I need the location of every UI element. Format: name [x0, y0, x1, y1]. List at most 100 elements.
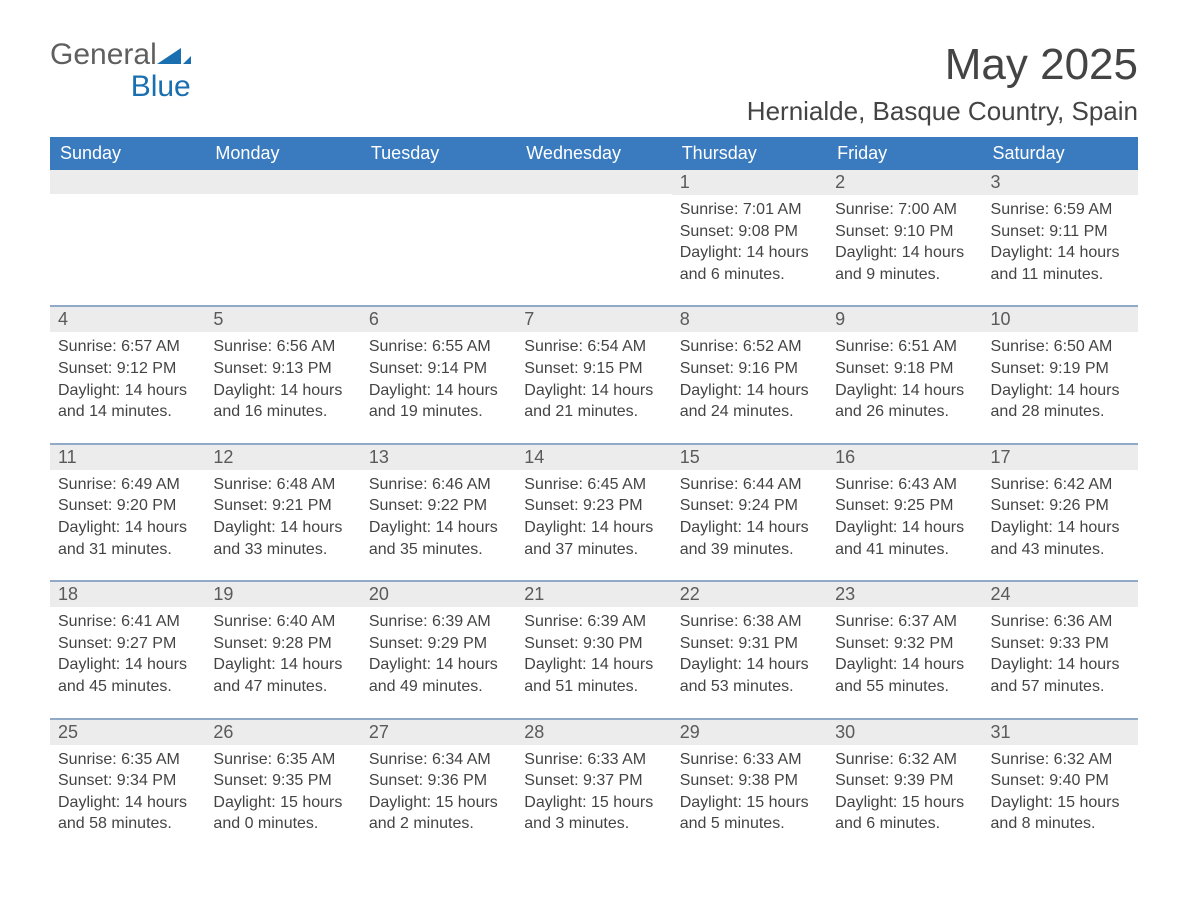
date-number: 31 [983, 720, 1138, 745]
daylight-text: Daylight: 14 hours and 35 minutes. [369, 517, 508, 560]
sunrise-text: Sunrise: 6:46 AM [369, 474, 508, 496]
calendar-day-cell: 27Sunrise: 6:34 AMSunset: 9:36 PMDayligh… [361, 719, 516, 855]
daylight-text: Daylight: 14 hours and 16 minutes. [213, 380, 352, 423]
sunrise-text: Sunrise: 6:39 AM [524, 611, 663, 633]
calendar-day-cell: 1Sunrise: 7:01 AMSunset: 9:08 PMDaylight… [672, 170, 827, 306]
date-number: 19 [205, 582, 360, 607]
header-row: General Blue May 2025 Hernialde, Basque … [50, 40, 1138, 137]
logo-triangle-icon [157, 42, 191, 69]
sunrise-text: Sunrise: 6:42 AM [991, 474, 1130, 496]
calendar-day-cell [516, 170, 671, 306]
sunrise-text: Sunrise: 6:41 AM [58, 611, 197, 633]
day-details: Sunrise: 6:57 AMSunset: 9:12 PMDaylight:… [50, 332, 205, 442]
calendar-day-cell: 25Sunrise: 6:35 AMSunset: 9:34 PMDayligh… [50, 719, 205, 855]
weekday-header-row: SundayMondayTuesdayWednesdayThursdayFrid… [50, 137, 1138, 170]
calendar-day-cell: 17Sunrise: 6:42 AMSunset: 9:26 PMDayligh… [983, 444, 1138, 581]
date-number: 30 [827, 720, 982, 745]
month-title: May 2025 [747, 40, 1138, 90]
weekday-header: Friday [827, 137, 982, 170]
day-details: Sunrise: 6:38 AMSunset: 9:31 PMDaylight:… [672, 607, 827, 717]
sunrise-text: Sunrise: 6:48 AM [213, 474, 352, 496]
calendar-day-cell: 28Sunrise: 6:33 AMSunset: 9:37 PMDayligh… [516, 719, 671, 855]
sunset-text: Sunset: 9:18 PM [835, 358, 974, 380]
daylight-text: Daylight: 14 hours and 47 minutes. [213, 654, 352, 697]
calendar-day-cell: 8Sunrise: 6:52 AMSunset: 9:16 PMDaylight… [672, 306, 827, 443]
day-details: Sunrise: 6:33 AMSunset: 9:37 PMDaylight:… [516, 745, 671, 855]
logo-blue-text: Blue [131, 70, 191, 103]
sunset-text: Sunset: 9:19 PM [991, 358, 1130, 380]
sunrise-text: Sunrise: 6:39 AM [369, 611, 508, 633]
date-number: 6 [361, 307, 516, 332]
date-number: 14 [516, 445, 671, 470]
day-details: Sunrise: 6:56 AMSunset: 9:13 PMDaylight:… [205, 332, 360, 442]
date-number: 7 [516, 307, 671, 332]
date-number: 17 [983, 445, 1138, 470]
sunrise-text: Sunrise: 6:35 AM [58, 749, 197, 771]
sunset-text: Sunset: 9:30 PM [524, 633, 663, 655]
day-details: Sunrise: 6:39 AMSunset: 9:29 PMDaylight:… [361, 607, 516, 717]
sunset-text: Sunset: 9:22 PM [369, 495, 508, 517]
day-details: Sunrise: 6:32 AMSunset: 9:40 PMDaylight:… [983, 745, 1138, 855]
day-details: Sunrise: 6:37 AMSunset: 9:32 PMDaylight:… [827, 607, 982, 717]
day-details: Sunrise: 6:40 AMSunset: 9:28 PMDaylight:… [205, 607, 360, 717]
date-number: 13 [361, 445, 516, 470]
empty-date-strip [516, 170, 671, 194]
calendar-day-cell [50, 170, 205, 306]
sunset-text: Sunset: 9:39 PM [835, 770, 974, 792]
daylight-text: Daylight: 15 hours and 6 minutes. [835, 792, 974, 835]
logo-general-text: General [50, 38, 157, 71]
sunrise-text: Sunrise: 6:36 AM [991, 611, 1130, 633]
empty-date-strip [50, 170, 205, 194]
date-number: 16 [827, 445, 982, 470]
sunset-text: Sunset: 9:28 PM [213, 633, 352, 655]
daylight-text: Daylight: 14 hours and 51 minutes. [524, 654, 663, 697]
sunrise-text: Sunrise: 6:33 AM [524, 749, 663, 771]
date-number: 3 [983, 170, 1138, 195]
daylight-text: Daylight: 14 hours and 33 minutes. [213, 517, 352, 560]
sunset-text: Sunset: 9:10 PM [835, 221, 974, 243]
sunset-text: Sunset: 9:29 PM [369, 633, 508, 655]
date-number: 23 [827, 582, 982, 607]
calendar-day-cell: 13 Sunrise: 6:46 AMSunset: 9:22 PMDayligh… [361, 444, 516, 581]
day-details: Sunrise: 6:44 AMSunset: 9:24 PMDaylight:… [672, 470, 827, 580]
daylight-text: Daylight: 14 hours and 37 minutes. [524, 517, 663, 560]
sunrise-text: Sunrise: 6:50 AM [991, 336, 1130, 358]
weekday-header: Wednesday [516, 137, 671, 170]
sunset-text: Sunset: 9:24 PM [680, 495, 819, 517]
daylight-text: Daylight: 14 hours and 45 minutes. [58, 654, 197, 697]
sunrise-text: Sunrise: 7:01 AM [680, 199, 819, 221]
calendar-day-cell: 22Sunrise: 6:38 AMSunset: 9:31 PMDayligh… [672, 581, 827, 718]
calendar-day-cell: 11Sunrise: 6:49 AMSunset: 9:20 PMDayligh… [50, 444, 205, 581]
daylight-text: Daylight: 14 hours and 24 minutes. [680, 380, 819, 423]
date-number: 25 [50, 720, 205, 745]
sunrise-text: Sunrise: 6:52 AM [680, 336, 819, 358]
day-details: Sunrise: 6:32 AMSunset: 9:39 PMDaylight:… [827, 745, 982, 855]
daylight-text: Daylight: 14 hours and 57 minutes. [991, 654, 1130, 697]
daylight-text: Daylight: 14 hours and 53 minutes. [680, 654, 819, 697]
daylight-text: Daylight: 14 hours and 9 minutes. [835, 242, 974, 285]
daylight-text: Daylight: 14 hours and 55 minutes. [835, 654, 974, 697]
sunset-text: Sunset: 9:20 PM [58, 495, 197, 517]
sunrise-text: Sunrise: 6:32 AM [991, 749, 1130, 771]
sunrise-text: Sunrise: 6:57 AM [58, 336, 197, 358]
calendar-week-row: 25Sunrise: 6:35 AMSunset: 9:34 PMDayligh… [50, 719, 1138, 855]
day-details: Sunrise: 6:43 AMSunset: 9:25 PMDaylight:… [827, 470, 982, 580]
calendar-page: General Blue May 2025 Hernialde, Basque … [0, 0, 1188, 895]
calendar-day-cell: 7Sunrise: 6:54 AMSunset: 9:15 PMDaylight… [516, 306, 671, 443]
sunrise-text: Sunrise: 6:34 AM [369, 749, 508, 771]
day-details: Sunrise: 6:54 AMSunset: 9:15 PMDaylight:… [516, 332, 671, 442]
sunset-text: Sunset: 9:23 PM [524, 495, 663, 517]
weekday-header: Saturday [983, 137, 1138, 170]
calendar-day-cell: 23Sunrise: 6:37 AMSunset: 9:32 PMDayligh… [827, 581, 982, 718]
calendar-day-cell: 12Sunrise: 6:48 AMSunset: 9:21 PMDayligh… [205, 444, 360, 581]
daylight-text: Daylight: 14 hours and 11 minutes. [991, 242, 1130, 285]
date-number: 9 [827, 307, 982, 332]
date-number: 24 [983, 582, 1138, 607]
day-details: Sunrise: 6:33 AMSunset: 9:38 PMDaylight:… [672, 745, 827, 855]
day-details: Sunrise: 6:59 AMSunset: 9:11 PMDaylight:… [983, 195, 1138, 305]
sunset-text: Sunset: 9:11 PM [991, 221, 1130, 243]
calendar-day-cell: 21Sunrise: 6:39 AMSunset: 9:30 PMDayligh… [516, 581, 671, 718]
sunset-text: Sunset: 9:40 PM [991, 770, 1130, 792]
day-details: Sunrise: 6:39 AMSunset: 9:30 PMDaylight:… [516, 607, 671, 717]
daylight-text: Daylight: 15 hours and 2 minutes. [369, 792, 508, 835]
